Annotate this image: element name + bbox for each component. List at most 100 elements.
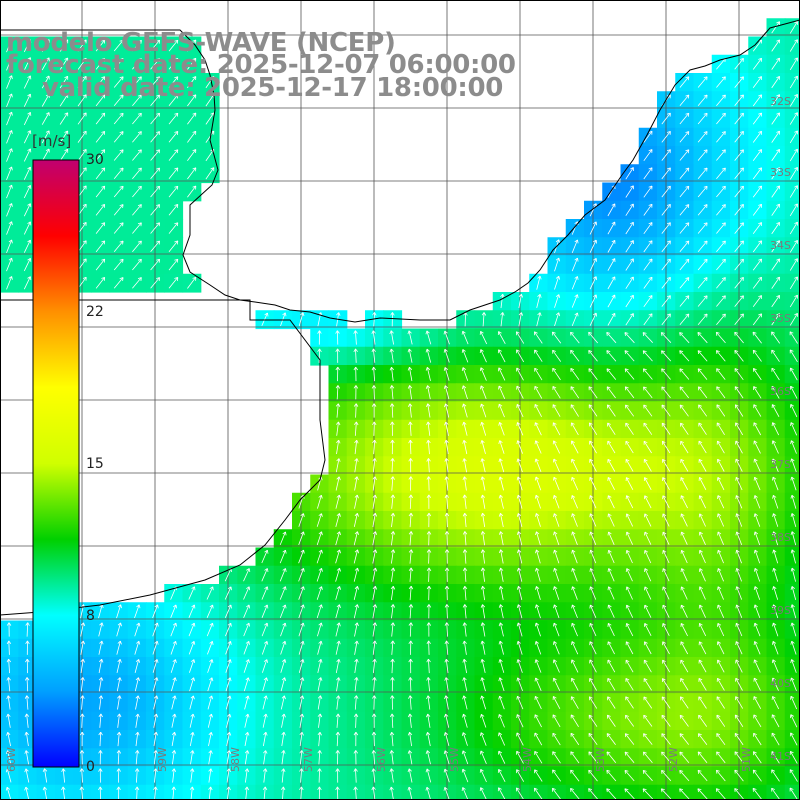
wind-cell [18, 91, 38, 111]
wind-cell [693, 146, 713, 165]
wind-arrow [41, 148, 50, 162]
wind-cell [784, 292, 800, 311]
wind-cell [18, 164, 38, 184]
wind-arrow [752, 203, 762, 216]
wind-cell [18, 182, 38, 202]
wind-arrow [132, 185, 142, 198]
wind-arrow [113, 112, 124, 125]
wind-arrow [554, 257, 561, 272]
wind-arrow [752, 240, 762, 253]
wind-cell [657, 109, 676, 129]
wind-arrow [187, 130, 197, 143]
wind-cell [182, 109, 202, 129]
wind-cell [638, 237, 658, 257]
lon-label: 56W [375, 747, 388, 772]
wind-cell [273, 529, 293, 549]
wind-cell [784, 36, 800, 56]
wind-arrow [571, 239, 579, 254]
wind-cell [0, 237, 19, 257]
wind-arrow [625, 240, 634, 253]
wind-cell [73, 127, 92, 147]
wind-cell [547, 784, 567, 800]
lat-label: 34S [770, 239, 791, 252]
wind-cell [730, 54, 749, 74]
wind-cell [784, 693, 800, 713]
wind-cell [784, 529, 800, 549]
wind-cell [675, 200, 695, 220]
wind-cell [565, 255, 585, 275]
wind-cell [730, 273, 749, 293]
wind-arrow [23, 38, 32, 53]
wind-arrow [734, 131, 744, 143]
wind-arrow [41, 112, 50, 125]
wind-cell [693, 784, 713, 800]
wind-cell [766, 784, 786, 800]
wind-arrow [679, 131, 690, 143]
wind-cell [146, 127, 165, 147]
wind-arrow [23, 57, 32, 71]
wind-arrow [6, 221, 13, 235]
wind-arrow [23, 221, 32, 235]
lat-label: 39S [770, 604, 791, 617]
wind-cell [730, 127, 749, 147]
wind-arrow [6, 93, 13, 108]
wind-cell [784, 438, 800, 457]
wind-arrow [771, 222, 780, 235]
wind-cell [784, 511, 800, 530]
wind-arrow [77, 149, 87, 162]
wind-cell [620, 182, 640, 202]
wind-arrow [59, 130, 69, 143]
wind-cell [182, 273, 202, 293]
wind-arrow [95, 58, 106, 70]
wind-cell [730, 91, 749, 111]
wind-cell [127, 164, 147, 184]
wind-cell [164, 675, 184, 695]
wind-arrow [661, 222, 671, 234]
wind-arrow [23, 130, 32, 144]
wind-cell [54, 91, 74, 111]
wind-arrow [168, 131, 179, 143]
wind-cell [766, 164, 786, 184]
wind-cell [18, 784, 38, 800]
wind-cell [146, 200, 165, 220]
wind-cell [18, 219, 38, 238]
wind-arrow [734, 94, 744, 107]
wind-cell [620, 164, 640, 184]
wind-cell [784, 766, 800, 786]
wind-cell [693, 255, 713, 275]
lon-label: 57W [302, 747, 315, 772]
wind-arrow [150, 76, 160, 88]
wind-arrow [771, 112, 780, 125]
wind-arrow [697, 112, 708, 125]
wind-arrow [752, 76, 762, 88]
wind-cell [602, 200, 622, 220]
wind-cell [784, 419, 800, 439]
wind-arrow [168, 185, 179, 198]
wind-cell [146, 638, 165, 658]
wind-cell [18, 255, 38, 275]
wind-cell [784, 711, 800, 731]
wind-cell [602, 255, 622, 275]
wind-cell [255, 547, 275, 567]
wind-arrow [643, 149, 653, 162]
wind-arrow [6, 184, 13, 199]
wind-cell [0, 109, 19, 129]
wind-arrow [187, 167, 197, 180]
wind-arrow [77, 57, 87, 70]
wind-arrow [132, 58, 142, 70]
wind-cell [273, 638, 293, 658]
wind-cell [0, 200, 19, 220]
wind-cell [657, 182, 676, 202]
wind-cell [638, 784, 658, 800]
wind-cell [18, 200, 38, 220]
wind-arrow [6, 130, 13, 144]
wind-arrow [589, 221, 597, 235]
wind-cell [748, 109, 768, 129]
wind-cell [638, 310, 658, 330]
wind-arrow [661, 240, 671, 253]
wind-arrow [95, 204, 106, 216]
wind-cell [766, 310, 786, 330]
wind-cell [748, 182, 768, 202]
wind-cell [784, 602, 800, 622]
wind-cell [657, 784, 676, 800]
